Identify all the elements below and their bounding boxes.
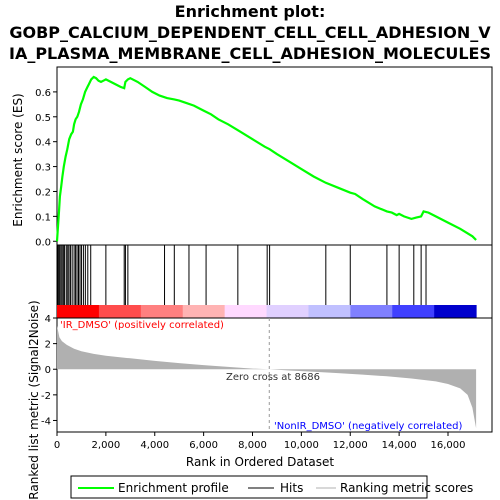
metric-y-axis: -4 -2 0 2 4 — [41, 314, 57, 427]
metric-area — [57, 318, 477, 432]
es-y-tick-label: 0.4 — [35, 138, 51, 149]
es-y-tick-label: 0.1 — [35, 212, 51, 223]
es-y-tick-label: 0.6 — [35, 88, 51, 99]
legend-enrichment-label: Enrichment profile — [118, 481, 229, 495]
gradient-segment — [308, 305, 351, 318]
negative-correlation-label: 'NonIR_DMSO' (negatively correlated) — [274, 421, 462, 432]
es-y-tick-label: 0.0 — [35, 237, 51, 248]
x-tick-label: 4,000 — [140, 440, 169, 451]
x-tick-label: 2,000 — [92, 440, 121, 451]
chart-title-line-1: Enrichment plot: — [175, 2, 326, 21]
chart-title-line-3: IA_PLASMA_MEMBRANE_CELL_ADHESION_MOLECUL… — [9, 44, 491, 63]
x-axis-label: Rank in Ordered Dataset — [186, 455, 334, 469]
metric-y-tick-label: -4 — [41, 416, 51, 427]
x-tick-label: 14,000 — [382, 440, 417, 451]
x-tick-label: 0 — [54, 440, 60, 451]
gradient-segment — [266, 305, 309, 318]
gradient-segment — [434, 305, 477, 318]
es-y-axis: 0.0 0.1 0.2 0.3 0.4 0.5 0.6 — [35, 88, 57, 248]
legend-hits-label: Hits — [280, 481, 303, 495]
zero-cross-label: Zero cross at 8686 — [226, 372, 320, 383]
gradient-segment — [224, 305, 268, 318]
x-tick-label: 10,000 — [284, 440, 319, 451]
es-y-tick-label: 0.5 — [35, 113, 51, 124]
es-y-tick-label: 0.3 — [35, 163, 51, 174]
x-axis: 0 2,000 4,000 6,000 8,000 10,000 12,000 14,000 1… — [54, 432, 466, 451]
legend-metric-label: Ranking metric scores — [340, 481, 473, 495]
metric-y-tick-label: -2 — [41, 391, 51, 402]
legend — [70, 475, 428, 499]
metric-y-tick-label: 2 — [45, 340, 51, 351]
es-y-tick-label: 0.2 — [35, 187, 51, 198]
x-tick-label: 6,000 — [189, 440, 218, 451]
x-tick-label: 12,000 — [333, 440, 368, 451]
gradient-segment — [98, 305, 142, 318]
hits-marks — [57, 245, 427, 305]
es-series — [55, 75, 477, 242]
enrichment-profile-line — [55, 75, 477, 242]
metric-y-axis-label: Ranked list metric (Signal2Noise) — [27, 300, 41, 499]
es-y-axis-label: Enrichment score (ES) — [11, 93, 25, 226]
positive-correlation-label: 'IR_DMSO' (positively correlated) — [60, 320, 224, 331]
es-panel — [56, 66, 493, 246]
x-tick-label: 16,000 — [431, 440, 466, 451]
gradient-segment — [57, 305, 100, 318]
chart-title-line-2: GOBP_CALCIUM_DEPENDENT_CELL_CELL_ADHESIO… — [9, 23, 491, 42]
x-tick-label: 8,000 — [238, 440, 267, 451]
gradient-segment — [182, 305, 226, 318]
gradient-segment — [392, 305, 435, 318]
metric-y-tick-label: 0 — [45, 365, 51, 376]
gradient-segment — [350, 305, 393, 318]
metric-y-tick-label: 4 — [45, 314, 51, 325]
gradient-segment — [140, 305, 184, 318]
rank-gradient-bar — [57, 305, 477, 318]
